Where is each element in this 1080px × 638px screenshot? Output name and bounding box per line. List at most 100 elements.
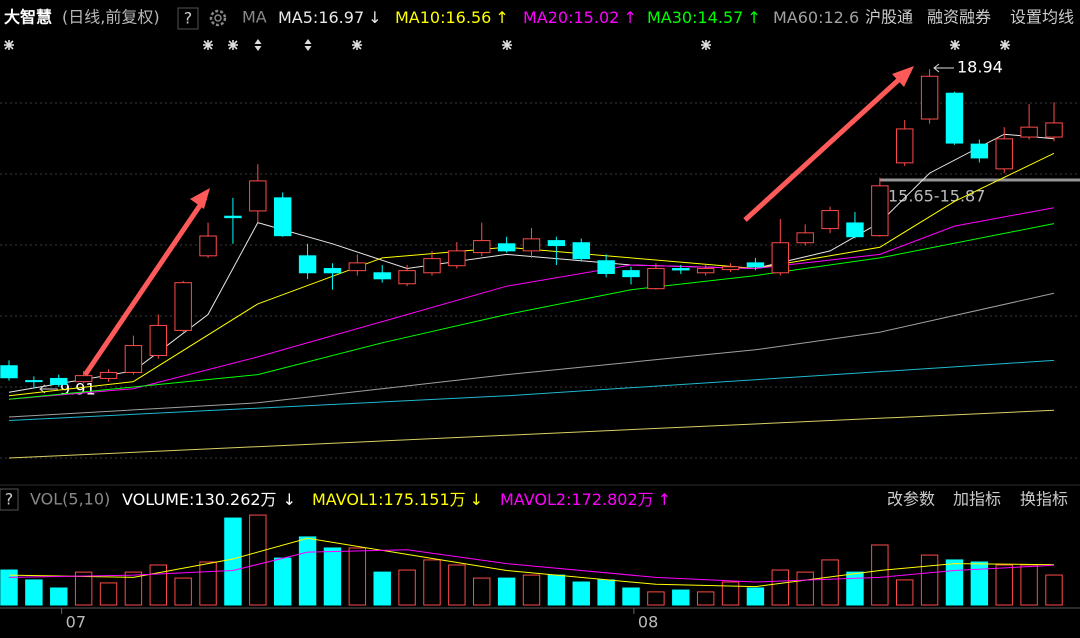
legend-item: MA20:15.02 ↑ [523, 8, 637, 27]
volume-bar [249, 514, 267, 606]
trend-arrow: ↑ [658, 490, 671, 509]
candle-body [547, 240, 566, 247]
candle-body [348, 262, 367, 272]
ma-line [8, 549, 1055, 583]
candle-body [323, 268, 342, 274]
volume-bar [497, 577, 516, 606]
volume-bar [199, 561, 217, 606]
ma-line [8, 223, 1055, 400]
arrow-shaft [82, 196, 208, 377]
volume-bar [25, 579, 43, 606]
volume-bar [920, 554, 939, 606]
help-box[interactable] [177, 7, 199, 30]
candle-body [647, 268, 665, 290]
volume-bar [721, 581, 740, 606]
volume-bar [970, 561, 989, 606]
help[interactable]: ? [184, 9, 193, 28]
volume-bar [522, 574, 541, 606]
volume-legend: VOLUME:130.262万 ↓ [122, 490, 296, 509]
high-label: 18.94 [957, 58, 1003, 77]
link[interactable]: 沪股通 [865, 8, 913, 27]
candle-body [572, 242, 590, 260]
ma-button[interactable]: MA [242, 8, 267, 27]
legend-item: MA5:16.97 ↓ [278, 8, 382, 27]
help-box[interactable] [0, 488, 19, 511]
volume-bar [771, 569, 790, 606]
indicator-button[interactable]: 换指标 [1020, 490, 1068, 509]
volume-bar [1045, 574, 1063, 606]
volume-bar [448, 564, 466, 606]
volume-bar [473, 577, 491, 606]
candle-body [721, 266, 740, 271]
legend-item: MA10:16.56 ↑ [395, 8, 509, 27]
volume-bar [821, 559, 839, 606]
indicator-button[interactable]: 加指标 [953, 490, 1001, 509]
trend-arrow: ↑ [495, 8, 508, 27]
volume-header: ? VOL(5,10) VOLUME:130.262万 ↓ 改参数 加指标 换指标 [0, 488, 1068, 511]
candle-body [995, 138, 1013, 170]
ma-line [8, 537, 1055, 588]
candle-body [771, 242, 790, 274]
legend-text: MAVOL2:172.802万 [500, 490, 654, 509]
volume-bar [597, 579, 615, 606]
link[interactable]: 设置均线 [1010, 8, 1074, 27]
trend-arrow: ↑ [747, 8, 760, 27]
legend-text: MA10:16.56 [395, 8, 491, 27]
candle-body [199, 235, 217, 257]
legend-item: MA30:14.57 ↑ [647, 8, 761, 27]
indicator-name: VOL(5,10) [30, 490, 110, 509]
volume-bar [74, 571, 93, 606]
x-tick-label: 07 [66, 613, 86, 632]
indicator-button[interactable]: 改参数 [887, 490, 935, 509]
settings-icon[interactable] [209, 9, 227, 27]
candle-body [746, 262, 765, 268]
period: (日线,前复权) [62, 8, 160, 27]
ma-line [8, 359, 1055, 421]
volume-bar [224, 517, 242, 606]
volume-bar [50, 587, 68, 606]
candle-body [298, 255, 317, 274]
arrow-head [190, 188, 210, 209]
candle-body [846, 222, 864, 238]
candle-body [871, 185, 889, 237]
volume-bar [373, 571, 391, 606]
link[interactable]: 融资融券 [927, 8, 991, 27]
volume-bar [572, 581, 590, 606]
legend-item: MAVOL2:172.802万 ↑ [500, 490, 671, 509]
candle-body [373, 272, 391, 280]
candle-body [448, 250, 466, 267]
legend-text: MA30:14.57 [647, 8, 743, 27]
candle-body [174, 282, 192, 331]
candle-body [398, 270, 416, 285]
candle-body [1045, 122, 1063, 138]
candle-body [522, 238, 541, 252]
candle-body [622, 270, 640, 278]
volume-bar [1020, 564, 1038, 606]
header: 大智慧 (日线,前复权) ? MA [4, 7, 267, 30]
volume-bar [547, 574, 566, 606]
legend-item: MA60:12.6 [773, 8, 859, 27]
volume-bar [124, 571, 143, 606]
candle-body [497, 243, 516, 252]
volume-bar [273, 557, 292, 606]
volume-bar [0, 569, 18, 606]
candle-body [50, 377, 68, 385]
candle-body [99, 371, 118, 379]
ma-line [8, 207, 1055, 400]
volume-bar [99, 582, 118, 606]
help[interactable]: ? [5, 490, 14, 509]
volume-bar [348, 547, 367, 606]
legend-item: MAVOL1:175.151万 ↓ [312, 490, 483, 509]
candle-body [796, 232, 814, 244]
candle-body [672, 268, 690, 271]
ma-line [8, 152, 1055, 397]
volume-bar [672, 589, 690, 606]
candle-body [423, 258, 441, 274]
arrow-shaft [743, 72, 907, 222]
trend-arrows [82, 66, 914, 377]
candle-body [970, 143, 989, 159]
candle-body [124, 345, 143, 373]
trend-arrow: ↓ [283, 490, 296, 509]
